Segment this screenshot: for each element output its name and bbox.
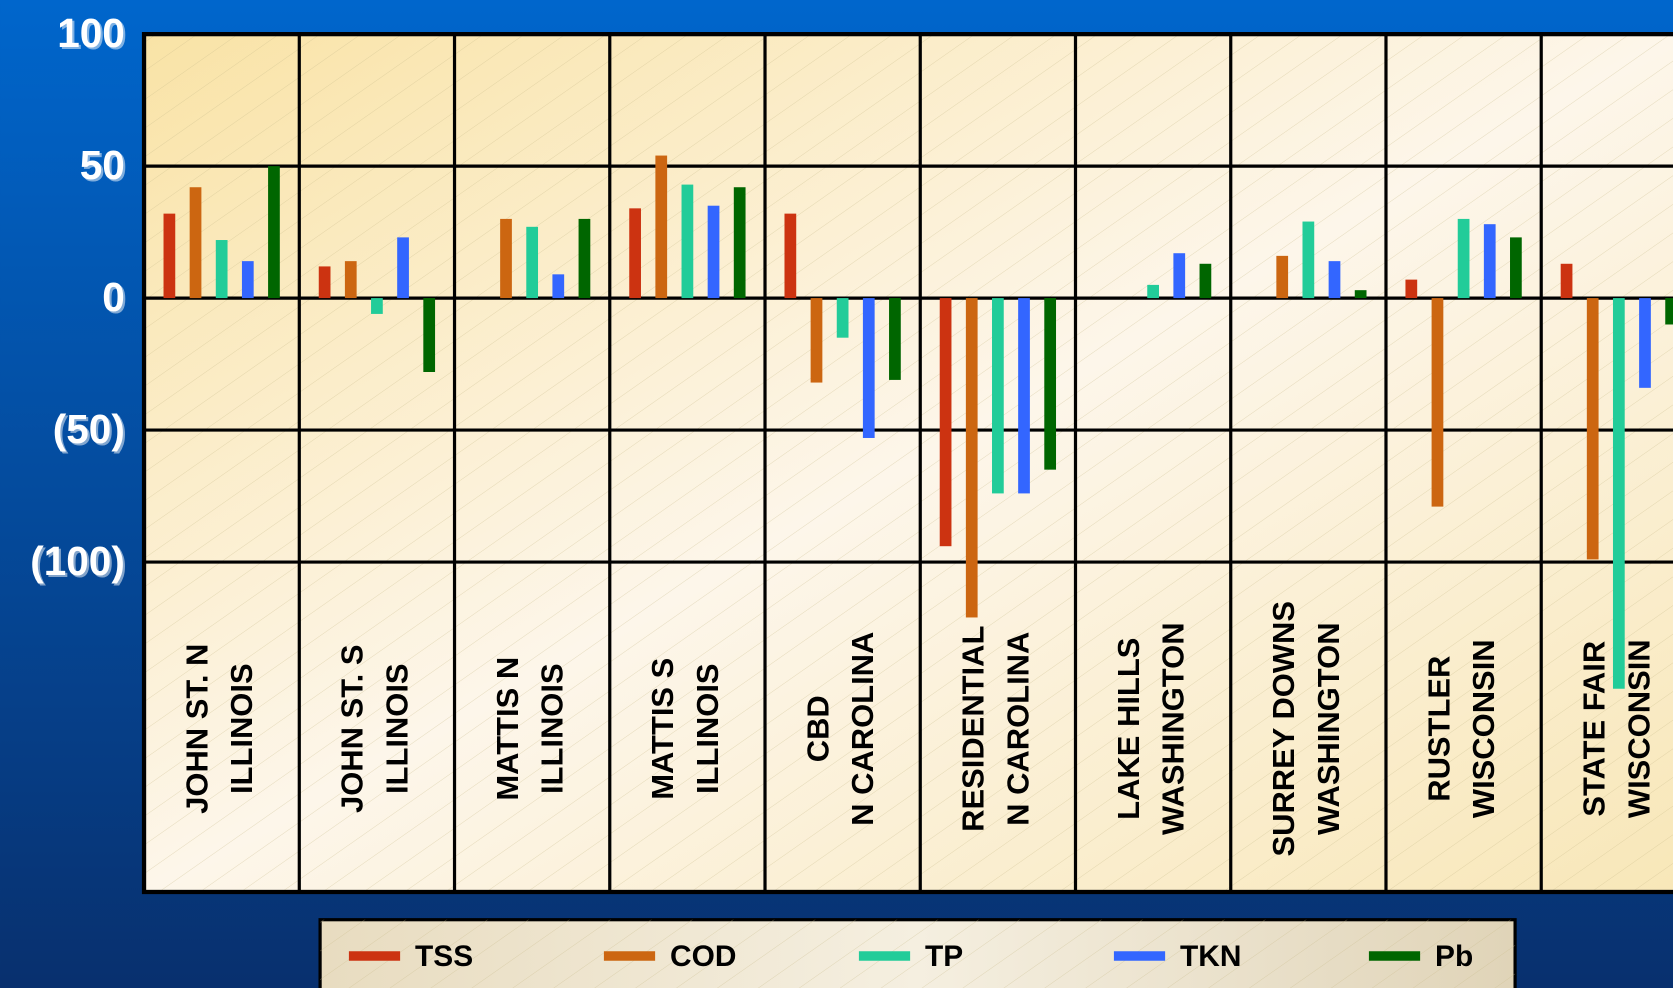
x-tick-label: ILLINOIS — [224, 663, 259, 794]
x-tick-label: WASHINGTON — [1311, 622, 1346, 835]
plot-hatch — [144, 34, 1673, 892]
y-tick-label: 100 — [57, 10, 125, 56]
bar — [707, 205, 720, 299]
x-tick-label: WASHINGTON — [1156, 622, 1191, 835]
bar — [1431, 298, 1444, 507]
bar — [552, 274, 565, 299]
bar — [889, 298, 901, 380]
bar — [681, 184, 694, 299]
bar — [241, 261, 254, 299]
y-tick-label: (100) — [30, 538, 125, 584]
x-tick-label: ILLINOIS — [379, 663, 414, 794]
bar — [526, 226, 539, 299]
bar — [1639, 298, 1651, 388]
bar — [1018, 298, 1030, 494]
x-tick-label: WISCONSIN — [1621, 639, 1656, 818]
bar — [1483, 224, 1496, 299]
bar — [578, 218, 591, 299]
bar — [939, 298, 952, 547]
bar — [163, 213, 176, 299]
bar — [318, 266, 331, 299]
x-tick-label: WISCONSIN — [1466, 639, 1501, 818]
x-tick-label: MATTIS N — [490, 657, 525, 801]
y-tick-label: 0 — [104, 276, 127, 322]
bar — [1199, 263, 1212, 299]
bar — [862, 298, 875, 438]
bar — [655, 155, 668, 299]
x-tick-label: N CAROLINA — [1000, 632, 1035, 826]
x-tick-label: JOHN ST. S — [335, 644, 370, 812]
bar — [344, 261, 357, 299]
bar — [1586, 298, 1599, 560]
x-tick-label: ILLINOIS — [535, 663, 570, 794]
legend-label: Pb — [1435, 940, 1473, 973]
bar — [371, 298, 383, 314]
bar — [189, 187, 202, 299]
x-tick-label: MATTIS S — [645, 658, 680, 800]
bar — [423, 298, 436, 372]
legend-label: TP — [925, 940, 963, 973]
legend-label: TSS — [415, 940, 473, 973]
y-tick-label: 50 — [82, 144, 127, 190]
legend-hatch — [320, 919, 1516, 988]
bar — [500, 218, 512, 299]
bar — [1276, 255, 1289, 299]
y-tick-label: (50) — [53, 406, 125, 452]
x-tick-label: LAKE HILLS — [1111, 638, 1146, 820]
x-tick-label: STATE FAIR — [1577, 641, 1612, 817]
bar — [810, 298, 823, 383]
bar — [1302, 221, 1315, 299]
bar — [215, 240, 228, 299]
y-tick-label: (50) — [55, 408, 127, 454]
x-tick-label: SURREY DOWNS — [1266, 601, 1301, 857]
bar — [1612, 298, 1625, 689]
legend-label: TKN — [1180, 940, 1241, 973]
y-tick-label: 50 — [80, 142, 125, 188]
bar — [1354, 290, 1367, 299]
x-tick-label: CBD — [800, 695, 835, 762]
bar — [1044, 298, 1057, 470]
x-tick-label: RESIDENTIAL — [956, 626, 991, 832]
bar — [1665, 298, 1673, 325]
legend-label: COD — [670, 940, 736, 973]
bar — [268, 166, 280, 299]
plot-frame — [141, 32, 1673, 895]
bar — [965, 298, 978, 618]
bar — [784, 213, 797, 299]
bar — [1457, 218, 1470, 299]
x-tick-label: RUSTLER — [1421, 656, 1456, 802]
bar — [1147, 284, 1159, 299]
bars — [163, 155, 1673, 689]
x-tick-label: N CAROLINA — [845, 632, 880, 826]
bar — [836, 298, 849, 338]
bar — [733, 187, 746, 299]
x-tick-label: JOHN ST. N — [179, 644, 214, 814]
bar — [1405, 279, 1418, 299]
x-tick-label: ILLINOIS — [690, 663, 725, 794]
y-tick-label: 0 — [102, 274, 125, 320]
y-tick-label: (100) — [32, 540, 127, 586]
bar — [1328, 261, 1341, 299]
bar — [1560, 263, 1573, 299]
bar — [992, 298, 1004, 494]
bar — [397, 237, 409, 299]
bar — [629, 208, 641, 299]
y-tick-label: 100 — [59, 12, 127, 58]
bar — [1510, 237, 1522, 299]
bar — [1173, 253, 1186, 299]
